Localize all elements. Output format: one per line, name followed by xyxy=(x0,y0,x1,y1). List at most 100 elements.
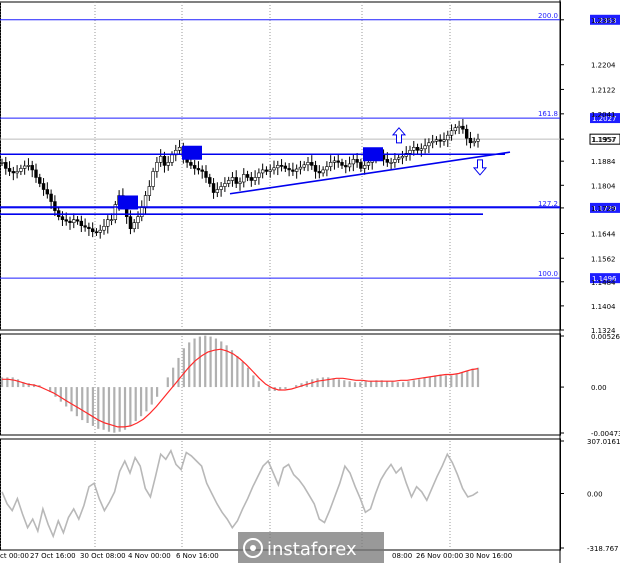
candle xyxy=(219,186,223,190)
candle xyxy=(332,160,337,163)
price-tick-label: 1.2353 xyxy=(591,17,616,25)
watermark-text: instaforex xyxy=(267,539,357,560)
fibo-level-label: 200.0 xyxy=(538,12,558,20)
candle xyxy=(283,165,288,169)
time-axis-label: 30 Oct 08:00 xyxy=(80,552,126,560)
candle xyxy=(291,169,295,172)
candle xyxy=(385,159,390,163)
candle xyxy=(412,147,416,151)
time-axis-label: ct 00:00 xyxy=(0,552,29,560)
candle xyxy=(90,228,95,233)
candle xyxy=(83,225,87,228)
price-tick-label: 1.1729 xyxy=(591,205,616,213)
candle xyxy=(177,147,182,151)
time-axis-label: 6 Nov 16:00 xyxy=(176,552,219,560)
candle xyxy=(15,171,19,174)
fibo-level-label: 161.8 xyxy=(538,110,558,118)
price-badge xyxy=(590,14,620,25)
cci-panel: 307.0161 0.00 -318.767 xyxy=(1,438,620,553)
candle xyxy=(215,189,220,193)
time-axis-label: 08:00 xyxy=(392,552,412,560)
candle xyxy=(272,167,276,171)
candle xyxy=(109,219,114,221)
candle xyxy=(208,177,212,184)
candle xyxy=(442,139,446,142)
candle xyxy=(415,147,420,151)
candle xyxy=(461,125,465,130)
candle xyxy=(140,207,144,217)
candle xyxy=(408,150,412,154)
candle xyxy=(264,169,269,172)
arrow-up-icon xyxy=(391,127,407,144)
candle xyxy=(189,162,193,166)
macd-panel: 0.00526 0.00 -0.00473 xyxy=(0,333,620,438)
price-badge xyxy=(590,202,620,213)
candle xyxy=(351,159,356,165)
candle xyxy=(430,140,435,144)
candle xyxy=(268,169,272,172)
candle xyxy=(468,137,473,144)
candle xyxy=(238,181,242,184)
candle xyxy=(453,127,458,132)
price-badge xyxy=(590,273,620,284)
candle xyxy=(355,159,359,163)
macd-signal-line xyxy=(2,348,479,428)
candle xyxy=(362,165,367,169)
cci-axis-label: 307.0161 xyxy=(587,438,620,446)
arrow-down-icon xyxy=(472,159,488,176)
candle xyxy=(64,219,68,222)
candle xyxy=(298,166,303,170)
candle xyxy=(336,160,340,163)
candle xyxy=(128,216,133,230)
cci-axis-label: -318.767 xyxy=(587,545,618,553)
cci-axis-label: 0.00 xyxy=(587,490,603,498)
candle xyxy=(317,171,322,174)
candle xyxy=(151,171,155,187)
price-badge-value: 1.1496 xyxy=(592,275,617,283)
candle xyxy=(347,163,352,168)
candle xyxy=(166,162,170,166)
candle xyxy=(87,226,91,230)
candle xyxy=(393,159,397,163)
price-tick-label: 1.1957 xyxy=(591,136,616,144)
price-tick-label: 1.1804 xyxy=(591,182,616,190)
candle xyxy=(7,168,12,172)
drawn-objects xyxy=(0,127,560,216)
candle xyxy=(45,189,50,195)
candle xyxy=(472,140,476,144)
candle xyxy=(72,219,76,223)
price-badge xyxy=(590,113,620,124)
candle xyxy=(276,165,280,169)
candle xyxy=(68,220,72,223)
price-candles xyxy=(0,118,480,239)
candle xyxy=(253,177,257,181)
candle xyxy=(196,168,201,171)
candle xyxy=(226,180,231,184)
candle xyxy=(279,165,284,167)
candle xyxy=(192,165,197,169)
candle xyxy=(340,162,344,166)
candle xyxy=(313,165,318,172)
candle xyxy=(106,219,110,227)
candle xyxy=(449,130,454,136)
signal-box xyxy=(363,147,383,162)
candle xyxy=(260,169,265,174)
candle xyxy=(223,183,227,187)
candle xyxy=(242,174,246,183)
candle xyxy=(94,231,99,234)
candle xyxy=(464,128,469,139)
candle xyxy=(446,134,450,141)
candle xyxy=(366,162,371,166)
fibo-levels: 200.0 1.2353 161.8 1.2027 127.2 1.1729 100.0 1.… xyxy=(0,12,620,284)
price-tick-label: 1.1884 xyxy=(591,158,616,166)
candle xyxy=(427,142,431,147)
candle xyxy=(344,165,348,168)
cci-line xyxy=(1,448,479,539)
time-axis: ct 00:00 27 Oct 16:00 30 Oct 08:00 4 Nov 00… xyxy=(0,552,512,560)
price-tick-label: 1.2204 xyxy=(591,62,616,70)
candle xyxy=(162,156,167,166)
macd-axis-label: 0.00526 xyxy=(591,333,620,341)
time-axis-label: 4 Nov 00:00 xyxy=(128,552,171,560)
trend-line xyxy=(229,151,511,195)
